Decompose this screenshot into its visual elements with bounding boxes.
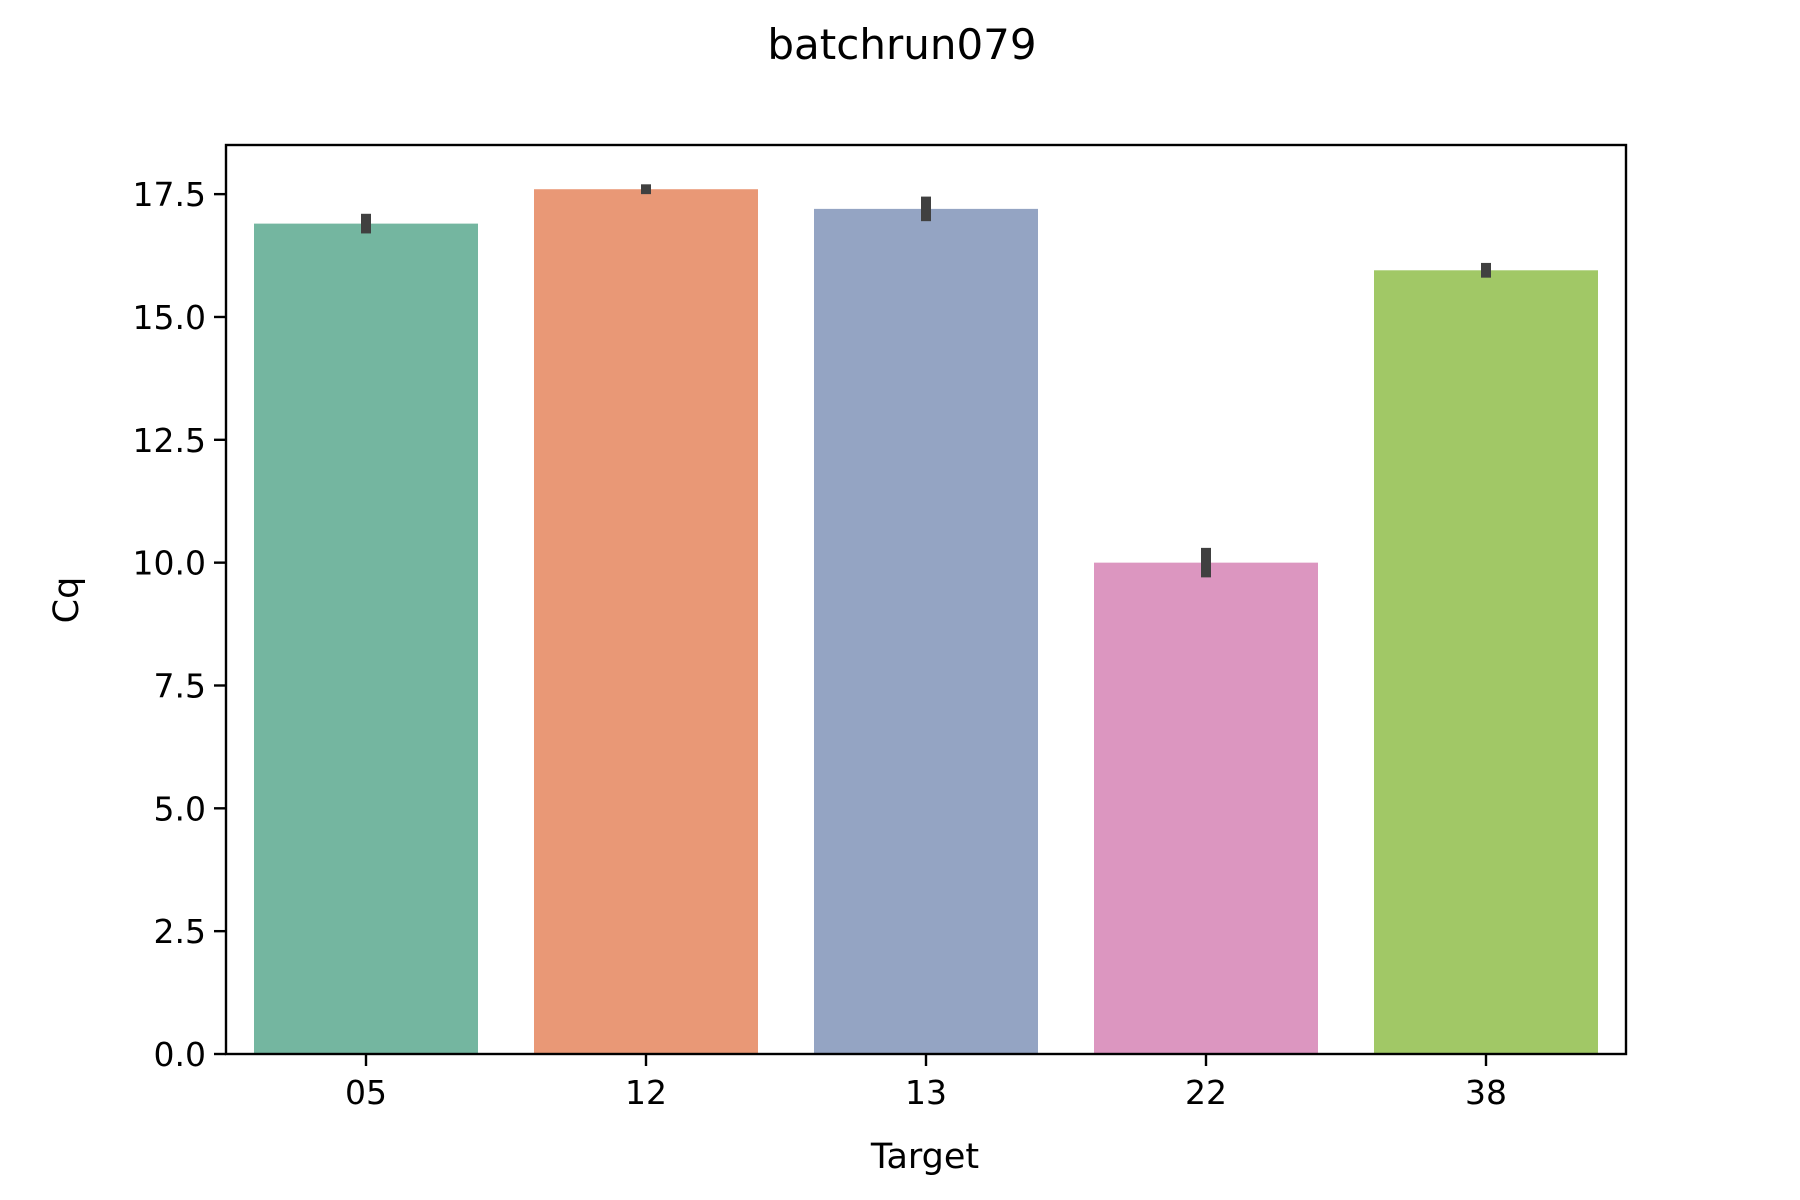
y-tick-label-0: 0.0 [154,1035,206,1074]
x-tick-label-12: 12 [625,1073,667,1112]
bar-05 [254,223,478,1054]
error-bars-group [361,184,1491,578]
bars-group [254,189,1598,1055]
x-tick-label-38: 38 [1465,1073,1507,1112]
y-tick-label-3: 7.5 [154,666,206,705]
y-tick-label-7: 17.5 [133,175,206,214]
y-tick-label-4: 10.0 [133,544,206,583]
y-axis: 0.0 2.5 5.0 7.5 10.0 12.5 15.0 17.5 [133,175,226,1074]
x-tick-label-05: 05 [345,1073,387,1112]
x-axis-label: Target [870,1137,979,1177]
bar-13 [814,208,1038,1054]
y-tick-label-2: 5.0 [154,789,206,828]
y-tick-label-5: 12.5 [133,421,206,460]
x-tick-label-13: 13 [905,1073,947,1112]
y-tick-label-1: 2.5 [154,912,206,951]
y-tick-label-6: 15.0 [133,298,206,337]
x-tick-label-22: 22 [1185,1073,1227,1112]
bar-12 [534,189,758,1054]
x-axis: 05 12 13 22 38 [345,1054,1507,1112]
chart-title: batchrun079 [767,20,1036,69]
bar-38 [1374,270,1598,1055]
bar-22 [1094,562,1318,1054]
y-axis-label: Cq [47,577,87,624]
